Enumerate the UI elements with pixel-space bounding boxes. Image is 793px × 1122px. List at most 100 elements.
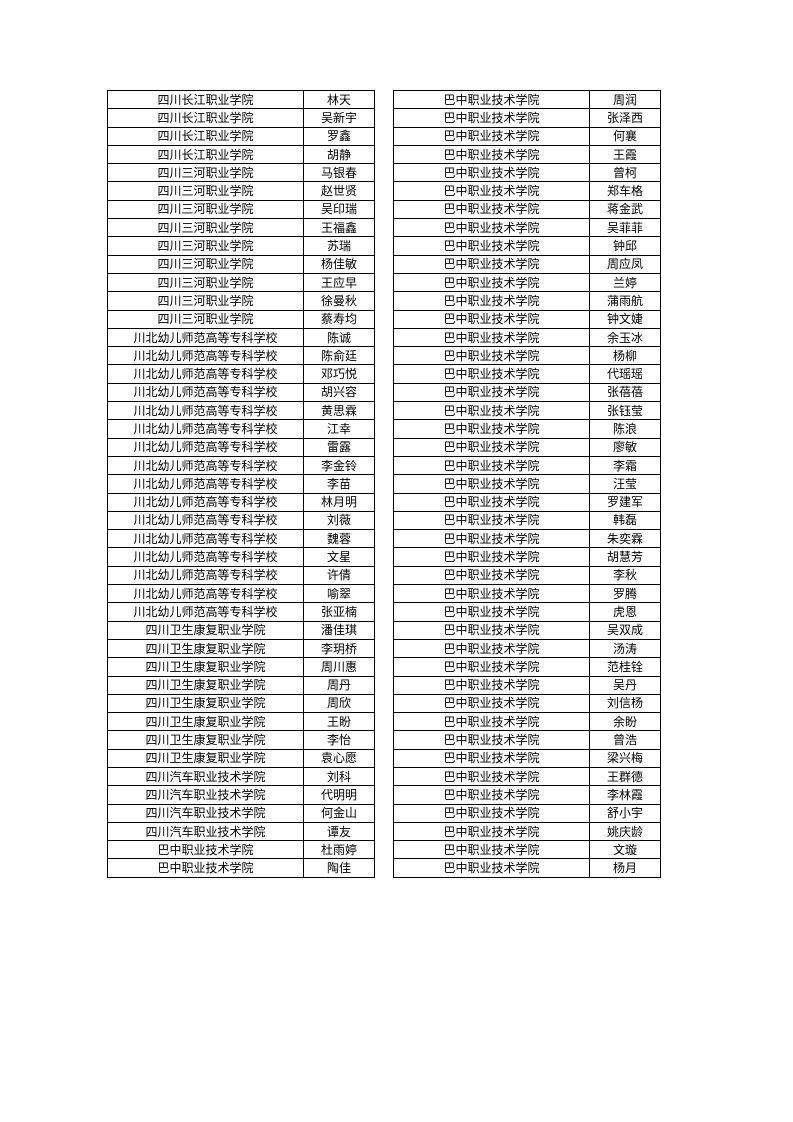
- table-row: 川北幼儿师范高等专科学校邓巧悦: [108, 365, 375, 383]
- table-row: 四川长江职业学院吴新宇: [108, 109, 375, 127]
- table-row: 巴中职业技术学院廖敏: [394, 438, 661, 456]
- table-row: 巴中职业技术学院曾浩: [394, 731, 661, 749]
- table-row: 巴中职业技术学院陶佳: [108, 859, 375, 877]
- school-cell: 巴中职业技术学院: [394, 859, 590, 877]
- name-cell: 蔡寿均: [304, 310, 375, 328]
- name-cell: 周川惠: [304, 658, 375, 676]
- table-row: 四川三河职业学院马银春: [108, 164, 375, 182]
- table-row: 巴中职业技术学院曾柯: [394, 164, 661, 182]
- table-row: 巴中职业技术学院周润: [394, 91, 661, 109]
- name-cell: 杨柳: [590, 347, 661, 365]
- name-cell: 徐曼秋: [304, 292, 375, 310]
- table-row: 巴中职业技术学院吴双成: [394, 621, 661, 639]
- school-cell: 巴中职业技术学院: [394, 548, 590, 566]
- name-cell: 周润: [590, 91, 661, 109]
- school-cell: 巴中职业技术学院: [394, 182, 590, 200]
- table-row: 四川三河职业学院王应早: [108, 273, 375, 291]
- table-row: 四川卫生康复职业学院李怡: [108, 731, 375, 749]
- school-cell: 四川三河职业学院: [108, 273, 304, 291]
- table-row: 巴中职业技术学院杨月: [394, 859, 661, 877]
- name-cell: 曾柯: [590, 164, 661, 182]
- name-cell: 张钰莹: [590, 402, 661, 420]
- name-cell: 李林霞: [590, 786, 661, 804]
- name-cell: 罗鑫: [304, 127, 375, 145]
- name-cell: 袁心愿: [304, 749, 375, 767]
- school-cell: 巴中职业技术学院: [394, 328, 590, 346]
- name-cell: 刘薇: [304, 511, 375, 529]
- table-row: 川北幼儿师范高等专科学校黄思霖: [108, 402, 375, 420]
- name-cell: 吴丹: [590, 676, 661, 694]
- table-row: 巴中职业技术学院姚庆龄: [394, 822, 661, 840]
- table-row: 巴中职业技术学院李秋: [394, 566, 661, 584]
- school-cell: 巴中职业技术学院: [394, 603, 590, 621]
- name-cell: 李苗: [304, 475, 375, 493]
- table-row: 川北幼儿师范高等专科学校文星: [108, 548, 375, 566]
- name-cell: 陈诚: [304, 328, 375, 346]
- name-cell: 喻翠: [304, 585, 375, 603]
- name-cell: 苏瑞: [304, 237, 375, 255]
- name-cell: 何金山: [304, 804, 375, 822]
- school-cell: 四川汽车职业技术学院: [108, 767, 304, 785]
- school-cell: 巴中职业技术学院: [394, 91, 590, 109]
- school-cell: 巴中职业技术学院: [394, 767, 590, 785]
- table-row: 巴中职业技术学院吴菲菲: [394, 219, 661, 237]
- school-cell: 巴中职业技术学院: [394, 841, 590, 859]
- name-cell: 潘佳琪: [304, 621, 375, 639]
- table-row: 巴中职业技术学院杜雨婷: [108, 841, 375, 859]
- name-cell: 雷露: [304, 438, 375, 456]
- school-cell: 巴中职业技术学院: [108, 859, 304, 877]
- name-cell: 赵世贤: [304, 182, 375, 200]
- school-cell: 巴中职业技术学院: [394, 164, 590, 182]
- name-cell: 杨佳敏: [304, 255, 375, 273]
- table-row: 巴中职业技术学院刘信杨: [394, 694, 661, 712]
- name-cell: 王霞: [590, 145, 661, 163]
- school-cell: 川北幼儿师范高等专科学校: [108, 548, 304, 566]
- school-cell: 巴中职业技术学院: [394, 273, 590, 291]
- table-row: 川北幼儿师范高等专科学校喻翠: [108, 585, 375, 603]
- school-cell: 四川卫生康复职业学院: [108, 639, 304, 657]
- tables-container: 四川长江职业学院林天四川长江职业学院吴新宇四川长江职业学院罗鑫四川长江职业学院胡…: [107, 90, 661, 878]
- name-cell: 汤涛: [590, 639, 661, 657]
- school-cell: 巴中职业技术学院: [394, 566, 590, 584]
- name-cell: 杨月: [590, 859, 661, 877]
- table-row: 巴中职业技术学院周应凤: [394, 255, 661, 273]
- school-cell: 巴中职业技术学院: [394, 822, 590, 840]
- table-row: 四川卫生康复职业学院王盼: [108, 713, 375, 731]
- school-cell: 四川三河职业学院: [108, 200, 304, 218]
- name-cell: 胡兴容: [304, 383, 375, 401]
- school-cell: 巴中职业技术学院: [394, 347, 590, 365]
- table-row: 巴中职业技术学院代瑶瑶: [394, 365, 661, 383]
- school-cell: 巴中职业技术学院: [394, 621, 590, 639]
- name-cell: 周应凤: [590, 255, 661, 273]
- name-cell: 黄思霖: [304, 402, 375, 420]
- school-cell: 巴中职业技术学院: [394, 310, 590, 328]
- table-row: 巴中职业技术学院罗腾: [394, 585, 661, 603]
- table-row: 川北幼儿师范高等专科学校雷露: [108, 438, 375, 456]
- name-cell: 虎恩: [590, 603, 661, 621]
- name-cell: 曾浩: [590, 731, 661, 749]
- school-cell: 四川卫生康复职业学院: [108, 694, 304, 712]
- name-cell: 钟邱: [590, 237, 661, 255]
- school-cell: 四川三河职业学院: [108, 164, 304, 182]
- school-cell: 川北幼儿师范高等专科学校: [108, 493, 304, 511]
- school-cell: 巴中职业技术学院: [394, 676, 590, 694]
- name-cell: 许倩: [304, 566, 375, 584]
- right-table: 巴中职业技术学院周润巴中职业技术学院张泽西巴中职业技术学院何襄巴中职业技术学院王…: [393, 90, 661, 878]
- name-cell: 张泽西: [590, 109, 661, 127]
- school-cell: 川北幼儿师范高等专科学校: [108, 420, 304, 438]
- school-cell: 四川卫生康复职业学院: [108, 658, 304, 676]
- school-cell: 四川长江职业学院: [108, 109, 304, 127]
- table-row: 四川卫生康复职业学院周丹: [108, 676, 375, 694]
- table-row: 巴中职业技术学院钟邱: [394, 237, 661, 255]
- table-row: 四川三河职业学院吴印瑞: [108, 200, 375, 218]
- name-cell: 余玉冰: [590, 328, 661, 346]
- name-cell: 韩磊: [590, 511, 661, 529]
- school-cell: 巴中职业技术学院: [394, 530, 590, 548]
- school-cell: 巴中职业技术学院: [394, 219, 590, 237]
- school-cell: 四川三河职业学院: [108, 219, 304, 237]
- table-row: 巴中职业技术学院郑车格: [394, 182, 661, 200]
- table-row: 巴中职业技术学院罗建军: [394, 493, 661, 511]
- name-cell: 邓巧悦: [304, 365, 375, 383]
- school-cell: 四川卫生康复职业学院: [108, 621, 304, 639]
- school-cell: 巴中职业技术学院: [394, 658, 590, 676]
